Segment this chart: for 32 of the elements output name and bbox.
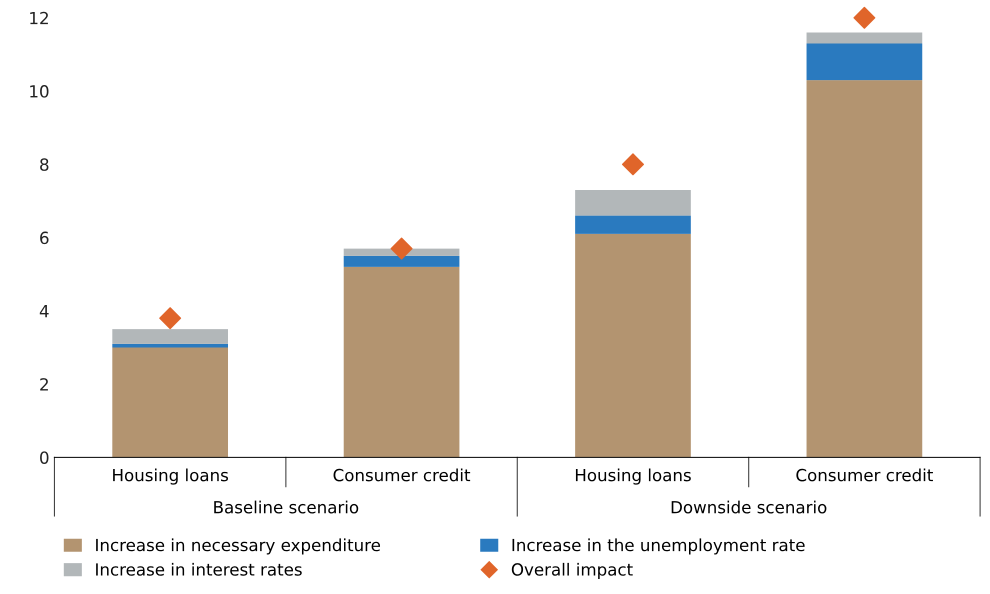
- point: [622, 153, 644, 176]
- y-tick-label: 0: [40, 451, 48, 464]
- point: [159, 307, 182, 330]
- bar: [112, 347, 228, 458]
- y-tick-label: 4: [40, 305, 49, 318]
- x-tick-label: Consumer credit: [334, 468, 470, 482]
- y-tick-label: 12: [30, 12, 48, 24]
- bar: [575, 190, 691, 216]
- y-tick-label: 6: [40, 232, 49, 244]
- y-tick-label: 2: [40, 378, 48, 390]
- text: Downside scenario: [672, 500, 826, 514]
- bar: [575, 234, 691, 458]
- x-tick-label: Consumer credit: [796, 468, 933, 482]
- bar: [806, 32, 922, 44]
- x-tick-label: Housing loans: [576, 468, 691, 485]
- bar: [575, 216, 691, 234]
- legend-label: Increase in the unemployment rate: [512, 538, 805, 555]
- legend-label: Increase in interest rates: [96, 562, 302, 576]
- y-tick-label: 10: [30, 85, 48, 98]
- y-tick-label: 8: [40, 158, 48, 171]
- point: [853, 6, 876, 29]
- bar: [344, 266, 460, 458]
- bar: [112, 344, 228, 348]
- point: [390, 238, 413, 260]
- legend-label: Overall impact: [512, 562, 633, 579]
- bar: [112, 329, 228, 344]
- bar: [806, 43, 922, 80]
- legend-label: Increase in necessary expenditure: [96, 538, 380, 555]
- bar: [806, 80, 922, 458]
- x-tick-label: Housing loans: [113, 468, 228, 485]
- text: Baseline scenario: [214, 500, 358, 514]
- bar: [344, 256, 460, 267]
